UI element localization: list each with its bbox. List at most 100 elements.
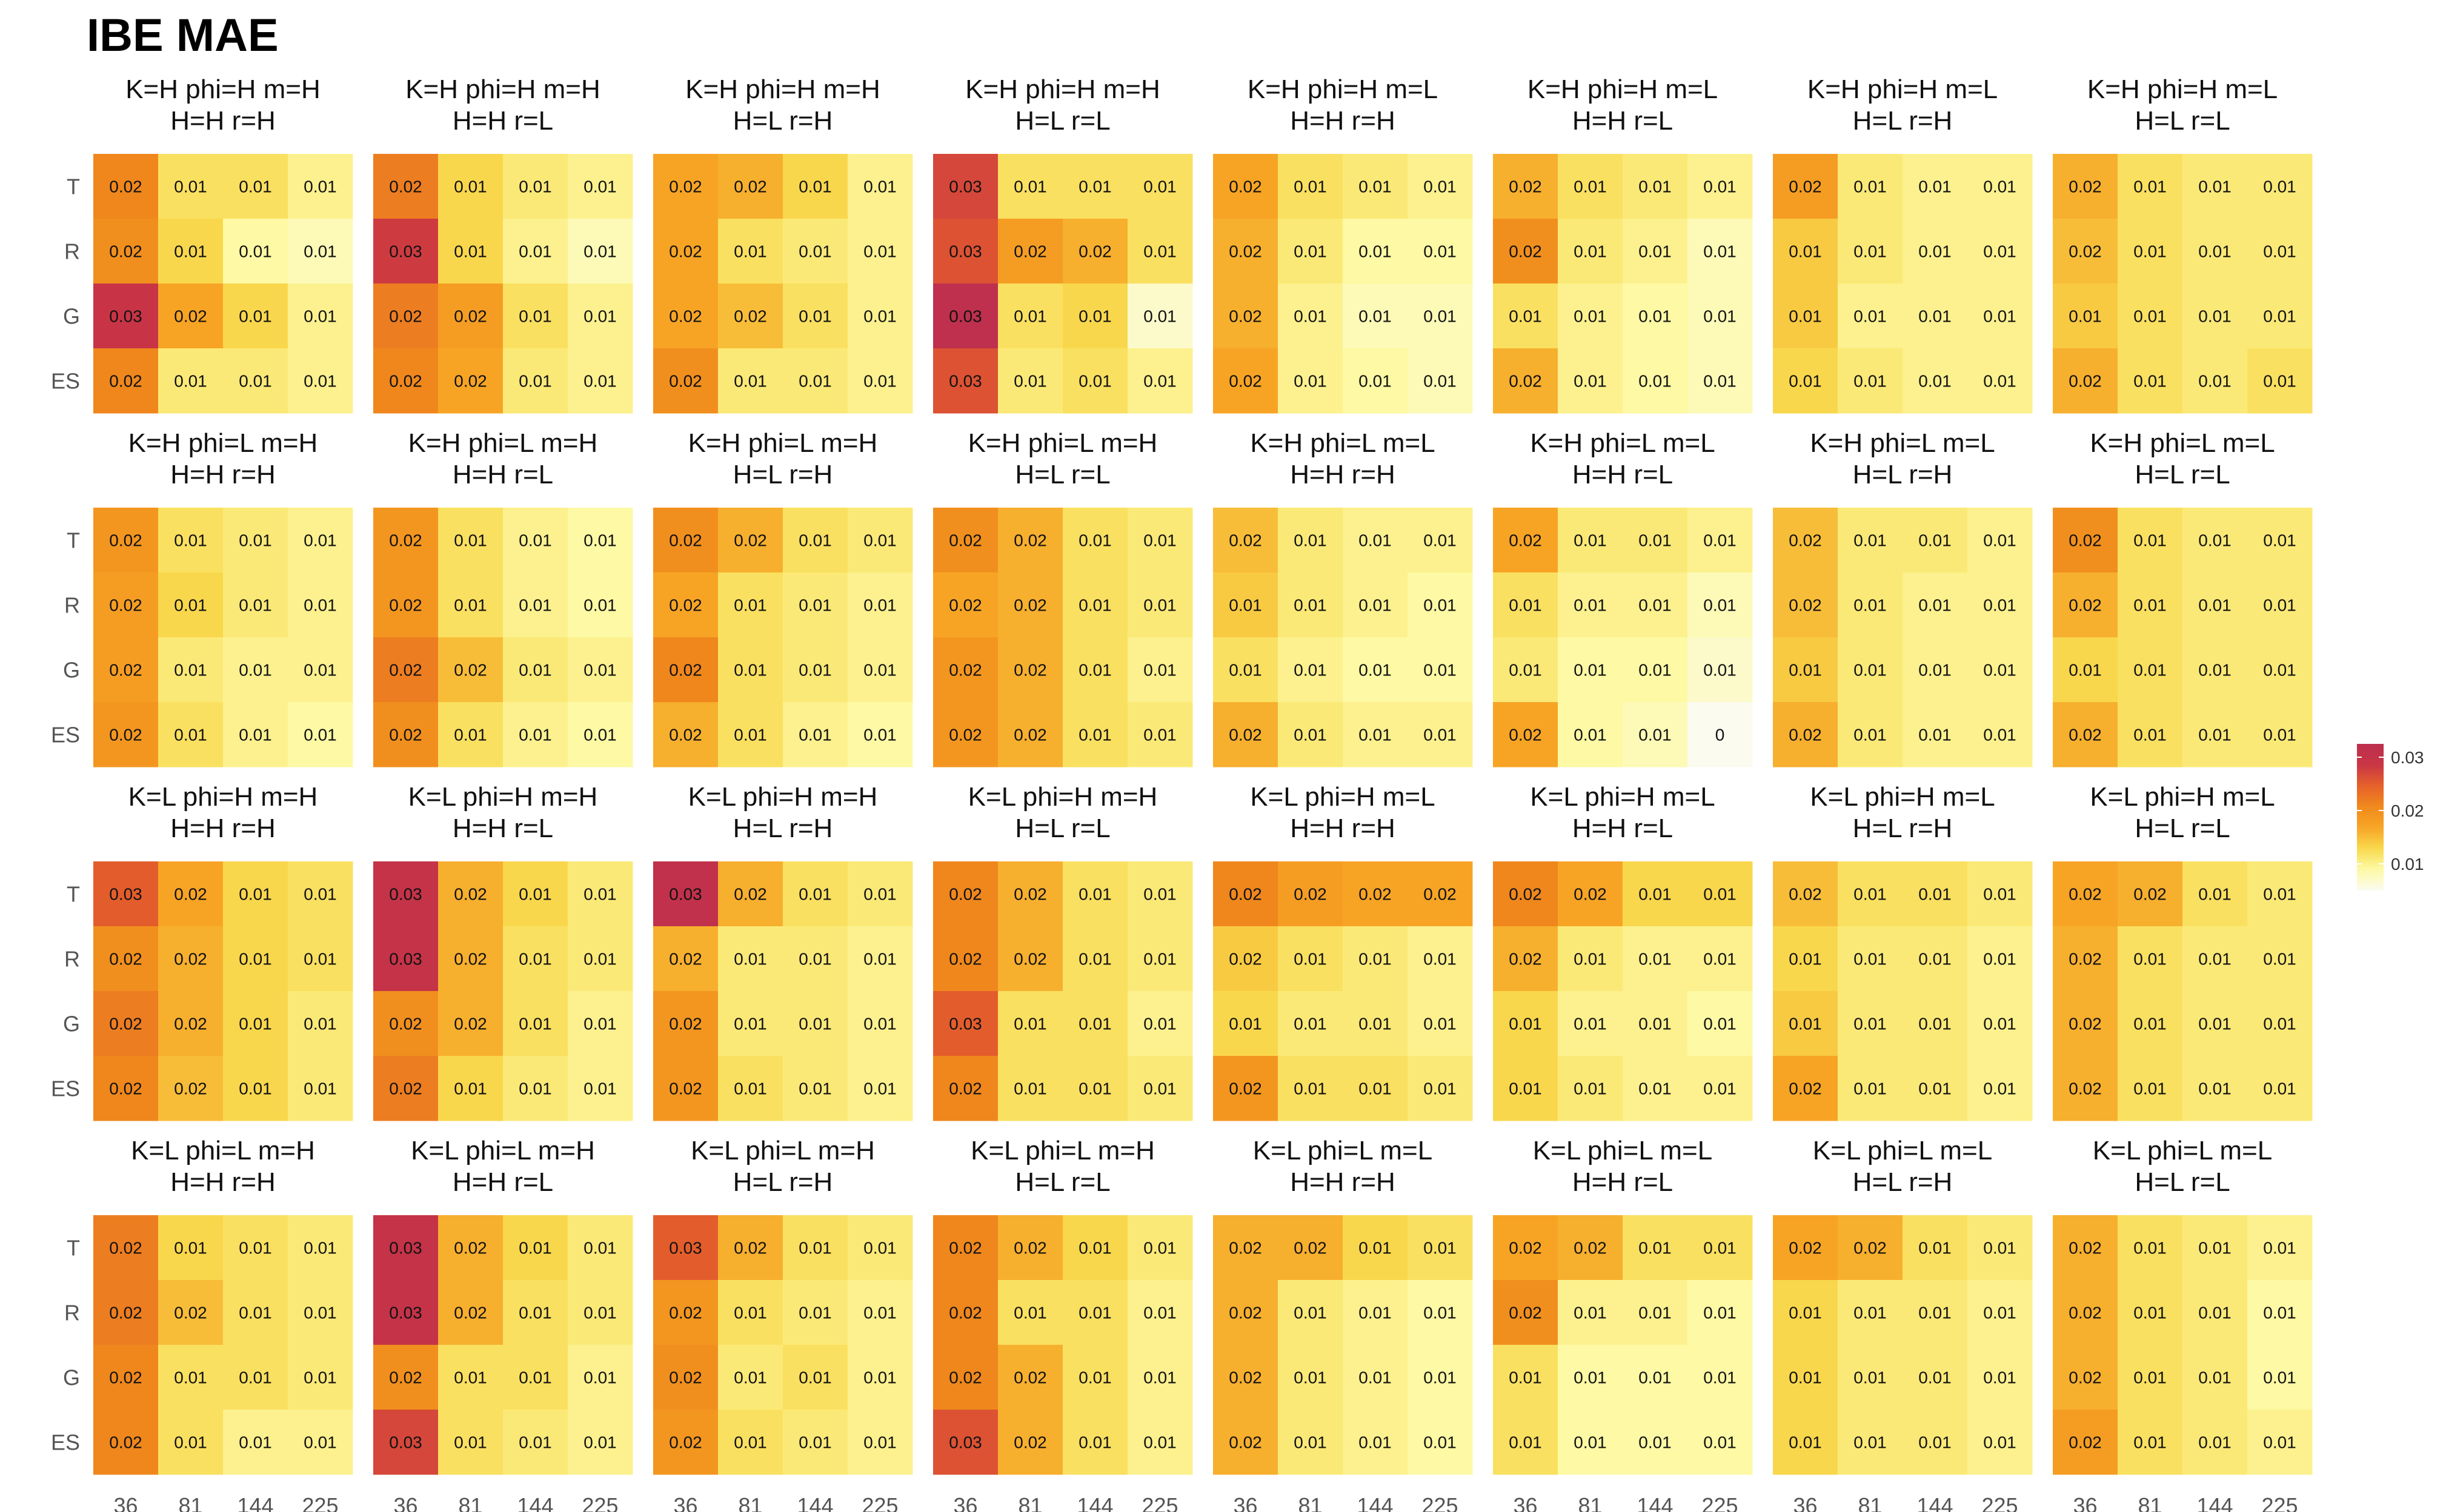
cell-value-label: 0.03 <box>389 1304 422 1322</box>
heatmap-cell <box>1967 1345 2033 1410</box>
heatmap-cell <box>438 508 504 573</box>
heatmap-cell <box>2118 284 2183 349</box>
panel-title-line: K=L phi=L m=L <box>2093 1136 2272 1166</box>
heatmap-cell <box>783 284 848 349</box>
panel-title-line: K=L phi=H m=L <box>1250 782 1435 812</box>
cell-value-label: 0.01 <box>1294 1079 1327 1098</box>
cell-value-label: 0.01 <box>799 1304 832 1322</box>
heatmap-cell <box>93 284 159 349</box>
cell-value-label: 0.01 <box>1358 177 1392 196</box>
heatmap-cell <box>1773 219 1838 284</box>
cell-value-label: 0.02 <box>669 726 702 744</box>
heatmap-cell <box>1128 1410 1193 1475</box>
axis-labels: T R G ES T R G ES T R G ES T R G ES 36 81 144 225 36 81 144 225… <box>51 174 2298 1512</box>
panel-title-line: K=H phi=H m=H <box>965 75 1160 104</box>
heatmap-cell <box>1278 572 1343 638</box>
cell-value-label: 0.01 <box>1574 1079 1607 1098</box>
heatmap-cell <box>2182 926 2248 992</box>
cell-value-label: 0.01 <box>304 885 337 904</box>
column-tick-label: 144 <box>1077 1493 1113 1512</box>
cell-value-label: 0.02 <box>1014 1433 1047 1452</box>
heatmap-cell <box>2182 219 2248 284</box>
cell-value-label: 0.01 <box>734 661 767 680</box>
heatmap-cell <box>718 1215 783 1281</box>
heatmap-cell <box>1213 572 1278 638</box>
cell-value-label: 0.01 <box>239 885 272 904</box>
heatmap-cell <box>568 508 633 573</box>
cell-value-label: 0.01 <box>454 596 487 615</box>
cell-value-label: 0.01 <box>1574 596 1607 615</box>
heatmap-panel: K=H phi=H m=HH=L r=L 0.03 0.01 0.01 0.01 0.03… <box>933 75 1193 414</box>
cell-value-label: 0.01 <box>2263 885 2296 904</box>
heatmap-cell <box>2118 991 2183 1056</box>
heatmap-cell <box>1558 1215 1623 1281</box>
cell-value-label: 0.01 <box>1423 596 1457 615</box>
heatmap-cell <box>438 702 504 768</box>
cell-value-label: 0.01 <box>174 596 207 615</box>
cell-value-label: 0.02 <box>1014 242 1047 261</box>
panel-title-line: H=L r=H <box>1853 460 1953 489</box>
heatmap-cell <box>373 861 439 927</box>
heatmap-cell <box>1687 702 1753 768</box>
heatmap-cell <box>93 1280 159 1345</box>
cell-value-label: 0.02 <box>669 242 702 261</box>
heatmap-cell <box>1063 991 1128 1056</box>
heatmap-cell <box>1838 861 1903 927</box>
heatmap-cell <box>783 861 848 927</box>
cell-value-label: 0.02 <box>949 950 982 969</box>
heatmap-cell <box>2118 1056 2183 1121</box>
panel-title-line: K=L phi=L m=L <box>1253 1136 1432 1166</box>
cell-value-label: 0.01 <box>2133 372 2167 391</box>
heatmap-cell <box>848 702 913 768</box>
cell-value-label: 0.01 <box>239 307 272 326</box>
cell-value-label: 0.01 <box>1638 242 1672 261</box>
heatmap-panel: K=H phi=L m=LH=L r=L 0.02 0.01 0.01 0.01 0.02… <box>2053 428 2313 768</box>
heatmap-cell <box>848 1056 913 1121</box>
panel-title-line: H=H r=H <box>170 106 276 136</box>
heatmap-cell <box>373 219 439 284</box>
panel-title-line: H=H r=L <box>453 814 553 843</box>
panel-title-line: H=L r=L <box>2135 106 2230 136</box>
heatmap-cell <box>568 219 633 284</box>
heatmap-cell <box>223 1056 288 1121</box>
heatmap-cell <box>93 1345 159 1410</box>
heatmap-cell <box>933 572 999 638</box>
heatmap-cell <box>1493 991 1558 1056</box>
heatmap-cell <box>718 348 783 414</box>
cell-value-label: 0.01 <box>1638 1304 1672 1322</box>
heatmap-cell <box>1278 702 1343 768</box>
cell-value-label: 0.01 <box>1143 372 1177 391</box>
cell-value-label: 0 <box>1715 726 1725 744</box>
cell-value-label: 0.01 <box>2133 1368 2167 1387</box>
heatmap-cell <box>503 219 568 284</box>
cell-value-label: 0.01 <box>1079 1368 1112 1387</box>
heatmap-cell <box>438 572 504 638</box>
heatmap-cell <box>2247 572 2313 638</box>
cell-value-label: 0.01 <box>1918 531 1952 550</box>
heatmap-panel: K=L phi=L m=LH=L r=H 0.02 0.02 0.01 0.01 0.01… <box>1773 1136 2033 1475</box>
cell-value-label: 0.02 <box>949 726 982 744</box>
heatmap-cell <box>93 154 159 219</box>
cell-value-label: 0.01 <box>1574 531 1607 550</box>
heatmap-cell <box>1408 1280 1473 1345</box>
heatmap-cell <box>2118 861 2183 927</box>
cell-value-label: 0.01 <box>239 1368 272 1387</box>
heatmap-cell <box>438 348 504 414</box>
heatmap-cell <box>438 1056 504 1121</box>
heatmap-cell <box>783 154 848 219</box>
cell-value-label: 0.02 <box>2069 1304 2102 1322</box>
cell-value-label: 0.01 <box>1918 1079 1952 1098</box>
heatmap-cell <box>2053 508 2118 573</box>
cell-value-label: 0.01 <box>174 1239 207 1258</box>
heatmap-cell <box>1773 1056 1838 1121</box>
column-tick-label: 81 <box>2138 1493 2162 1512</box>
heatmap-cell <box>1903 991 1968 1056</box>
cell-value-label: 0.01 <box>583 1304 617 1322</box>
cell-value-label: 0.01 <box>583 1433 617 1452</box>
cell-value-label: 0.02 <box>454 307 487 326</box>
row-tick-label: R <box>64 239 80 264</box>
panel-title-line: K=L phi=L m=H <box>971 1136 1155 1166</box>
cell-value-label: 0.01 <box>1294 1368 1327 1387</box>
heatmap-cell <box>1343 348 1408 414</box>
panel-title-line: K=H phi=L m=L <box>1810 428 1995 458</box>
